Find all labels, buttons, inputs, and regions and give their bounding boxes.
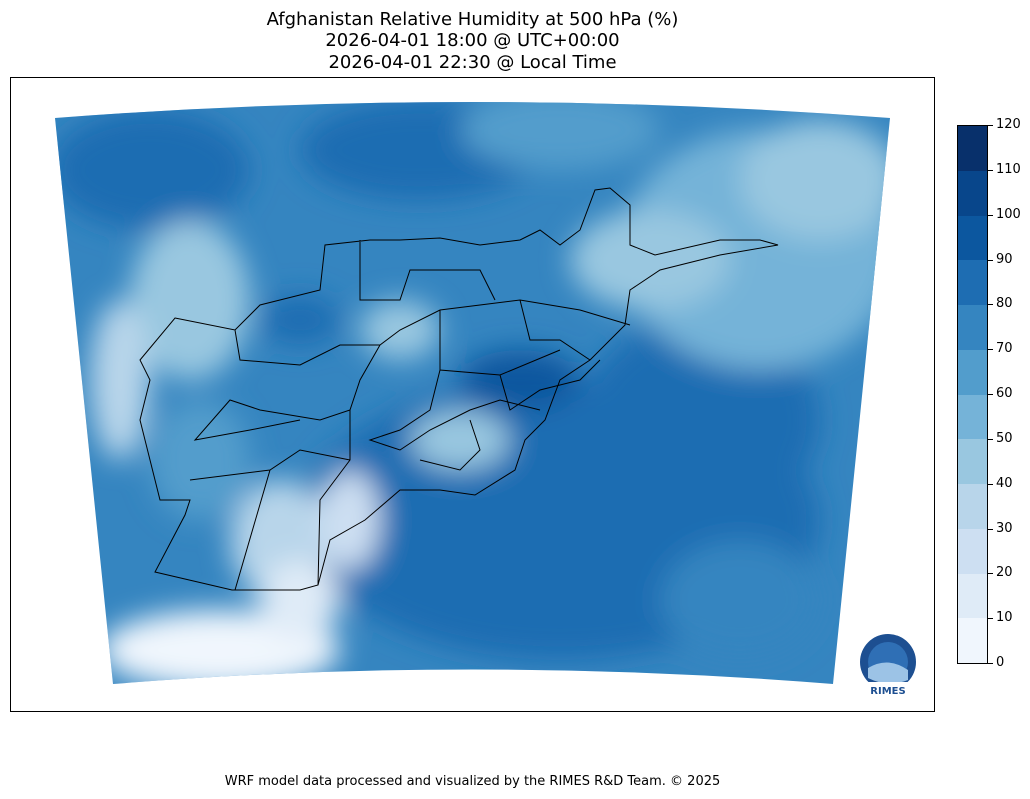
local-time: 2026-04-01 22:30 @ Local Time [328,52,617,73]
colorbar-tick [988,573,993,575]
svg-text:RIMES: RIMES [870,686,905,697]
colorbar-segment [958,438,987,484]
humidity-field [55,102,890,684]
colorbar [957,125,988,664]
colorbar-tick [988,125,993,126]
colorbar-tick [988,483,993,485]
colorbar-tick-label: 80 [996,296,1013,312]
colorbar-segment [958,170,987,216]
colorbar-segment [958,125,987,171]
colorbar-tick-label: 20 [996,565,1013,581]
colorbar-tick-label: 50 [996,430,1013,446]
colorbar-segment [958,617,987,663]
colorbar-segment [958,259,987,305]
colorbar-tick-label: 70 [996,341,1013,357]
footer-credit: WRF model data processed and visualized … [224,774,721,789]
utc-time: 2026-04-01 18:00 @ UTC+00:00 [325,30,620,51]
colorbar-segment [958,394,987,440]
afghanistan-borders [139,187,779,591]
colorbar-tick [988,349,993,351]
colorbar-segment [958,304,987,350]
colorbar-tick-label: 0 [996,655,1005,670]
colorbar-tick [988,663,993,664]
colorbar-segment [958,528,987,574]
colorbar-segment [958,349,987,395]
colorbar-tick-label: 10 [996,610,1013,626]
colorbar-segment [958,573,987,619]
colorbar-tick [988,394,993,395]
colorbar-tick [988,618,993,620]
colorbar-tick [988,528,993,530]
colorbar-tick [988,169,993,171]
colorbar-tick-label: 110 [996,161,1021,177]
colorbar-tick-label: 30 [996,520,1013,536]
colorbar-tick-label: 120 [996,117,1021,132]
map-frame [10,77,935,712]
colorbar-segment [958,215,987,261]
colorbar-tick [988,438,993,440]
colorbar-tick-label: 60 [996,386,1013,401]
colorbar-tick-label: 90 [996,251,1013,267]
colorbar-tick [988,304,993,306]
rimes-logo: RIMES [860,634,916,697]
colorbar-tick-label: 40 [996,475,1013,491]
colorbar-tick [988,259,993,261]
colorbar-segment [958,483,987,529]
colorbar-tick-label: 100 [996,206,1021,222]
colorbar-tick [988,214,993,216]
map-title: Afghanistan Relative Humidity at 500 hPa… [266,9,679,30]
